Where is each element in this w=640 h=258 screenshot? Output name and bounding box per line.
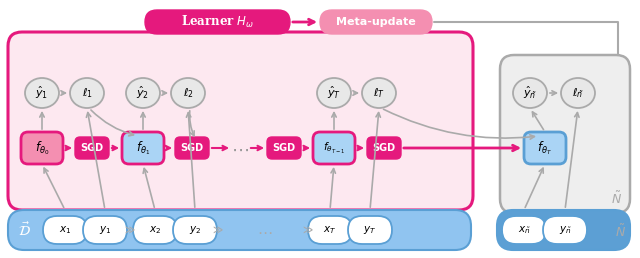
Text: SGD: SGD bbox=[180, 143, 204, 153]
Ellipse shape bbox=[561, 78, 595, 108]
Text: $\tilde{N}$: $\tilde{N}$ bbox=[615, 224, 626, 240]
FancyBboxPatch shape bbox=[308, 216, 352, 244]
Text: $\cdots$: $\cdots$ bbox=[231, 141, 249, 159]
Text: $y_2$: $y_2$ bbox=[189, 224, 201, 236]
Text: $\hat{y}_{\tilde{n}}$: $\hat{y}_{\tilde{n}}$ bbox=[523, 85, 537, 101]
FancyBboxPatch shape bbox=[348, 216, 392, 244]
Ellipse shape bbox=[362, 78, 396, 108]
Text: $\mathcal{E}$: $\mathcal{E}$ bbox=[503, 223, 513, 237]
Text: $\mathbf{\gg}$: $\mathbf{\gg}$ bbox=[124, 225, 137, 235]
FancyBboxPatch shape bbox=[320, 10, 432, 34]
FancyBboxPatch shape bbox=[497, 210, 630, 250]
Text: $f_{\theta_1}$: $f_{\theta_1}$ bbox=[136, 139, 150, 157]
FancyBboxPatch shape bbox=[500, 55, 630, 213]
FancyBboxPatch shape bbox=[21, 132, 63, 164]
Text: $y_T$: $y_T$ bbox=[364, 224, 377, 236]
Text: $x_2$: $x_2$ bbox=[149, 224, 161, 236]
FancyBboxPatch shape bbox=[524, 132, 566, 164]
FancyBboxPatch shape bbox=[543, 216, 587, 244]
Text: $\ell_1$: $\ell_1$ bbox=[81, 86, 93, 100]
Text: $\tilde{N}$: $\tilde{N}$ bbox=[611, 191, 622, 207]
FancyBboxPatch shape bbox=[133, 216, 177, 244]
Text: $\mathbf{\gg}$: $\mathbf{\gg}$ bbox=[211, 225, 225, 235]
FancyBboxPatch shape bbox=[75, 137, 109, 159]
FancyBboxPatch shape bbox=[8, 32, 473, 210]
FancyBboxPatch shape bbox=[43, 216, 87, 244]
Text: $\ell_{\tilde{n}}$: $\ell_{\tilde{n}}$ bbox=[572, 86, 584, 100]
Text: $\hat{y}_1$: $\hat{y}_1$ bbox=[35, 85, 49, 101]
FancyBboxPatch shape bbox=[8, 210, 471, 250]
FancyBboxPatch shape bbox=[367, 137, 401, 159]
Text: Learner $H_\omega$: Learner $H_\omega$ bbox=[181, 14, 254, 30]
Text: $f_{\theta_0}$: $f_{\theta_0}$ bbox=[35, 139, 49, 157]
Text: $\hat{y}_2$: $\hat{y}_2$ bbox=[136, 85, 150, 101]
Text: $\vec{\mathcal{D}}$: $\vec{\mathcal{D}}$ bbox=[18, 221, 31, 239]
Ellipse shape bbox=[25, 78, 59, 108]
FancyBboxPatch shape bbox=[175, 137, 209, 159]
FancyBboxPatch shape bbox=[83, 216, 127, 244]
FancyBboxPatch shape bbox=[173, 216, 217, 244]
Text: $y_{\tilde{n}}$: $y_{\tilde{n}}$ bbox=[559, 224, 572, 236]
Text: $x_1$: $x_1$ bbox=[59, 224, 71, 236]
Text: $\ell_T$: $\ell_T$ bbox=[373, 86, 385, 100]
Text: $x_T$: $x_T$ bbox=[323, 224, 337, 236]
FancyBboxPatch shape bbox=[122, 132, 164, 164]
Text: $f_{\theta_T}$: $f_{\theta_T}$ bbox=[538, 139, 552, 157]
Text: $x_{\tilde{n}}$: $x_{\tilde{n}}$ bbox=[518, 224, 531, 236]
Text: $f_{\theta_{T-1}}$: $f_{\theta_{T-1}}$ bbox=[323, 140, 345, 156]
Text: $y_1$: $y_1$ bbox=[99, 224, 111, 236]
Ellipse shape bbox=[513, 78, 547, 108]
FancyBboxPatch shape bbox=[267, 137, 301, 159]
Text: $\mathbf{\gg}$: $\mathbf{\gg}$ bbox=[301, 225, 315, 235]
Text: SGD: SGD bbox=[273, 143, 296, 153]
Text: $\hat{y}_T$: $\hat{y}_T$ bbox=[327, 85, 341, 101]
Ellipse shape bbox=[171, 78, 205, 108]
FancyBboxPatch shape bbox=[145, 10, 290, 34]
Ellipse shape bbox=[70, 78, 104, 108]
Text: Meta-update: Meta-update bbox=[336, 17, 416, 27]
Text: SGD: SGD bbox=[372, 143, 396, 153]
Text: $\ell_2$: $\ell_2$ bbox=[182, 86, 193, 100]
Ellipse shape bbox=[126, 78, 160, 108]
Text: $\cdots$: $\cdots$ bbox=[257, 223, 273, 238]
FancyBboxPatch shape bbox=[502, 216, 546, 244]
Ellipse shape bbox=[317, 78, 351, 108]
Text: SGD: SGD bbox=[81, 143, 104, 153]
FancyBboxPatch shape bbox=[313, 132, 355, 164]
